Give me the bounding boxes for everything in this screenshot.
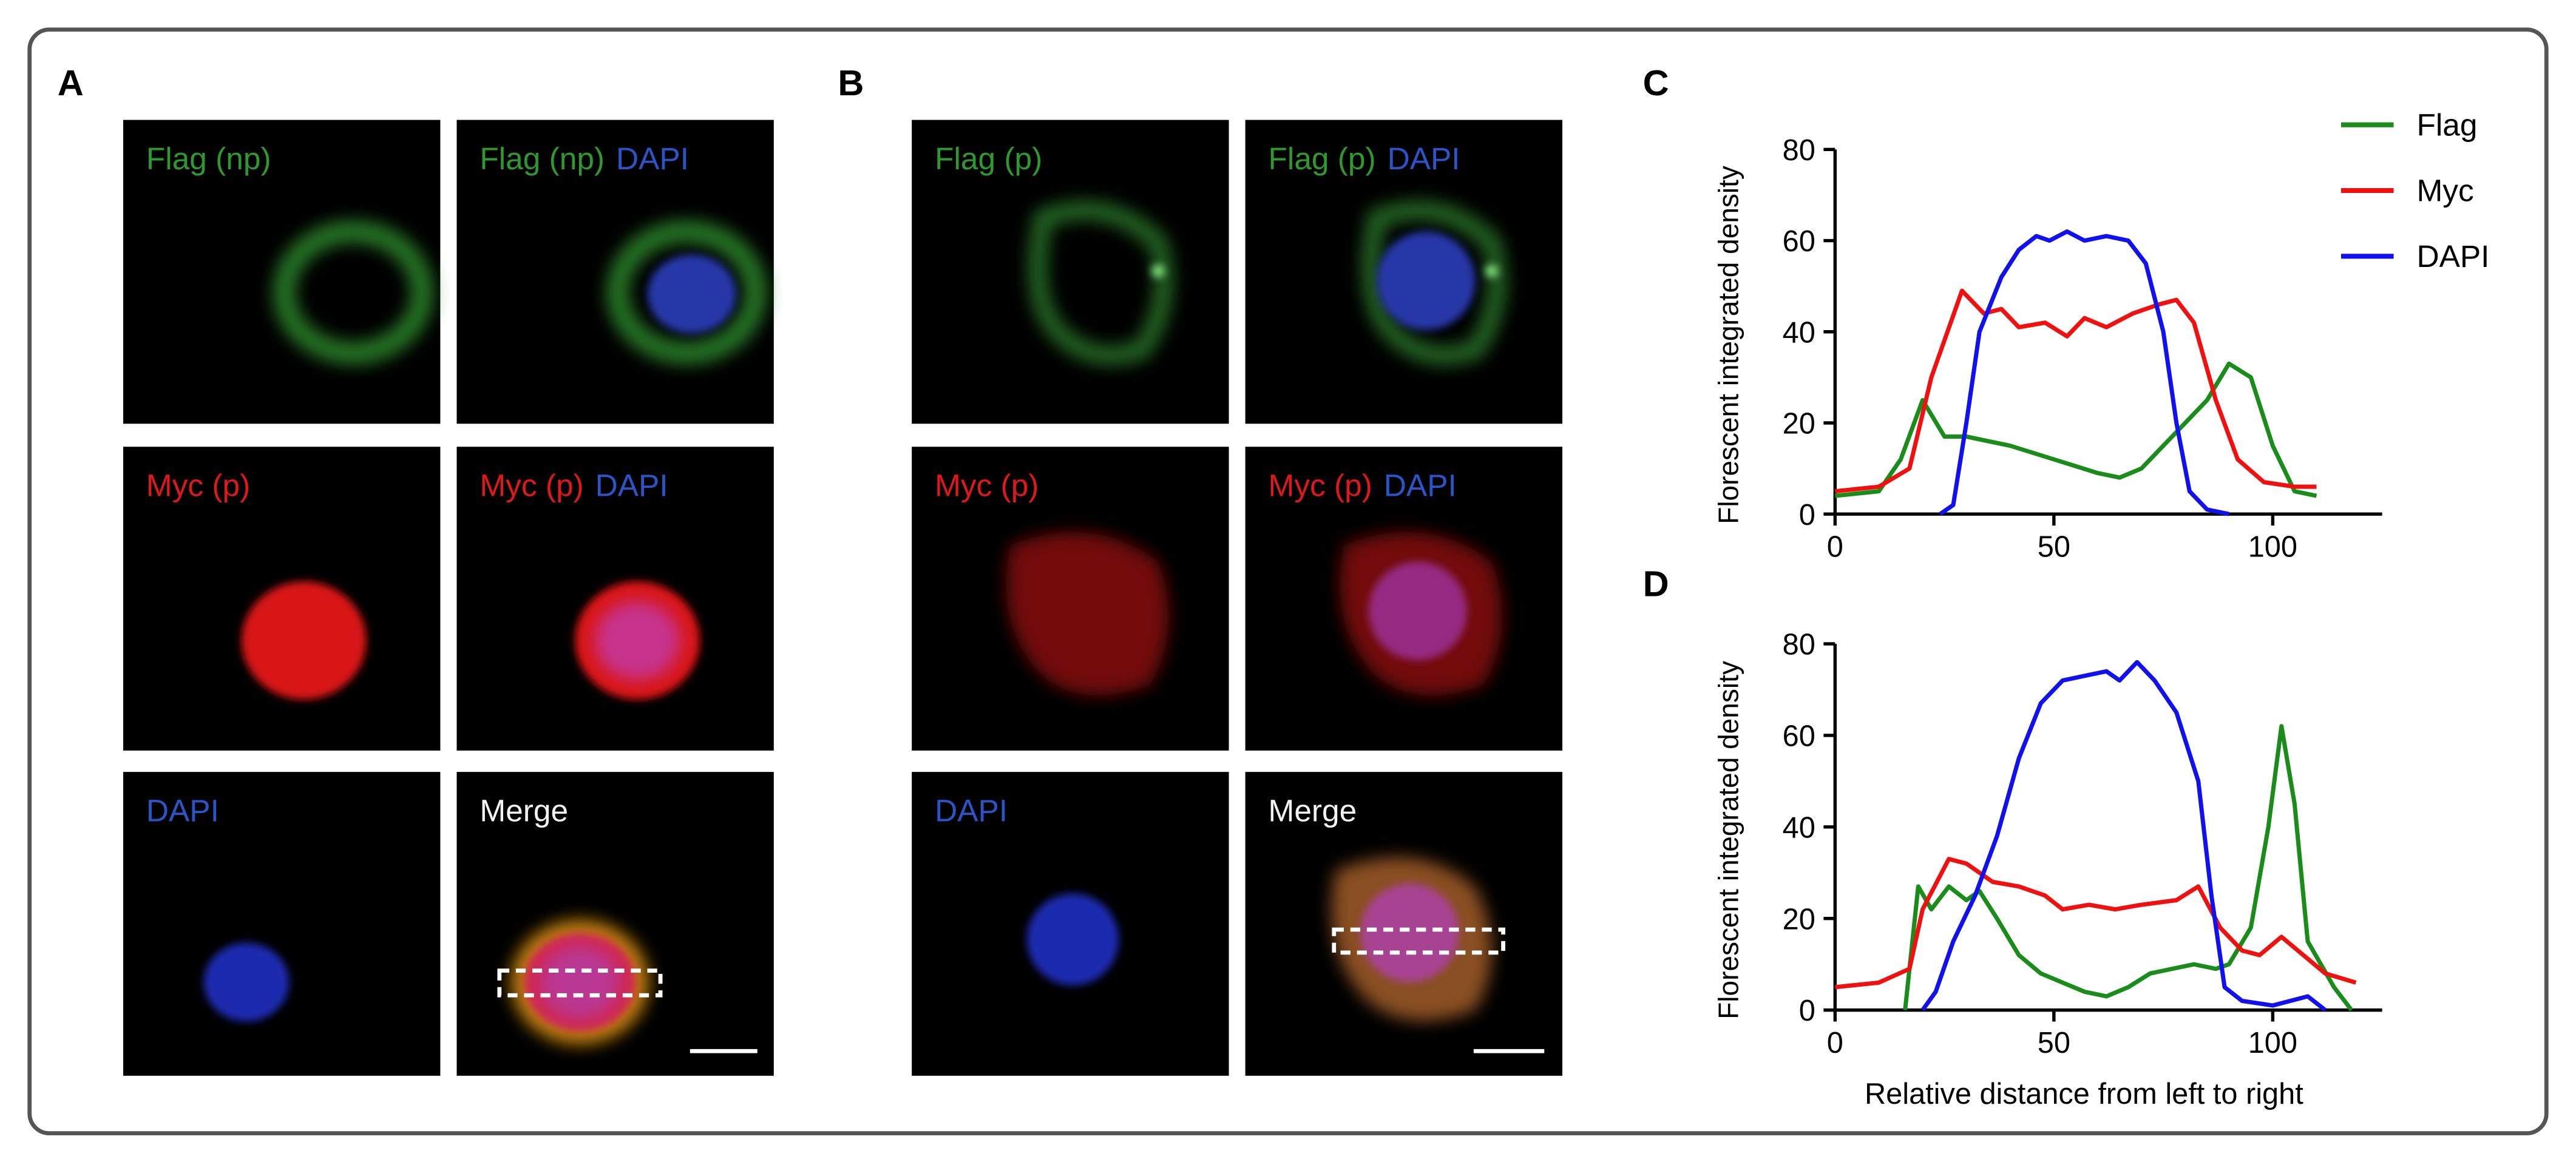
legend-label: DAPI [2416, 238, 2489, 274]
micrograph-label: Flag (np) DAPI [480, 141, 689, 176]
nucleus [1026, 893, 1119, 986]
micrograph: Flag (np) [123, 120, 441, 424]
y-tick-label: 0 [1799, 499, 1815, 532]
micrograph: DAPI [912, 772, 1229, 1076]
micrograph-label: DAPI [146, 792, 219, 828]
nucleus [594, 601, 680, 680]
micrograph: Myc (p) [123, 447, 441, 751]
micrograph-label: DAPI [935, 792, 1008, 828]
micrograph-label: Merge [480, 792, 568, 828]
y-tick-label: 20 [1783, 903, 1815, 936]
x-axis-label: Relative distance from left to right [1865, 1078, 2303, 1110]
micrograph-label: Flag (np) [146, 141, 271, 176]
label-part: Myc (p) [935, 467, 1039, 502]
label-part: Flag (p) [935, 141, 1042, 176]
spot [1485, 264, 1499, 278]
micrograph-label: Merge [1269, 792, 1357, 828]
y-tick-label: 40 [1783, 316, 1815, 349]
data-line [1903, 724, 2353, 1012]
x-tick-label: 0 [1827, 1027, 1843, 1059]
micrograph: Flag (p) [912, 120, 1229, 424]
micrograph-background [123, 772, 441, 1076]
micrograph-label: Flag (p) DAPI [1269, 141, 1460, 176]
y-tick-label: 80 [1783, 134, 1815, 167]
micrograph-label: Flag (p) [935, 141, 1042, 176]
legend-label: Myc [2416, 173, 2473, 208]
y-tick-label: 0 [1799, 995, 1815, 1027]
micrograph-label: Myc (p) [935, 467, 1039, 502]
label-part: Myc (p) [1269, 467, 1372, 502]
label-part: Flag (p) [1269, 141, 1376, 176]
label-part: Merge [480, 792, 568, 828]
data-line [1920, 660, 2327, 1012]
data-line [1834, 288, 2317, 494]
y-tick-label: 60 [1783, 720, 1815, 753]
micrograph-label: Myc (p) DAPI [480, 467, 668, 502]
nucleus [1368, 561, 1468, 661]
micrograph: Myc (p) DAPI [1245, 447, 1563, 751]
label-part: Merge [1269, 792, 1357, 828]
cell [1006, 532, 1169, 696]
panel-label: D [1643, 564, 1669, 604]
y-axis-label: Florescent integrated density [1713, 661, 1744, 1019]
data-line [1939, 229, 2229, 516]
legend-label: Flag [2416, 107, 2477, 142]
nucleus [203, 942, 290, 1022]
x-tick-label: 100 [2248, 531, 2297, 564]
cell [273, 220, 434, 365]
nucleus [540, 946, 620, 1019]
micrograph: Myc (p) DAPI [456, 447, 774, 751]
data-line [1834, 857, 2357, 990]
micrograph: DAPI [123, 772, 441, 1076]
micrograph: Merge [1245, 772, 1563, 1076]
x-tick-label: 100 [2248, 1027, 2297, 1059]
cell [241, 581, 367, 700]
dashed-box [497, 968, 663, 998]
data-line [1834, 361, 2317, 498]
micrograph-label: Myc (p) [146, 467, 250, 502]
micrograph: Merge [456, 772, 774, 1076]
label-part: DAPI [146, 792, 219, 828]
panel-label: C [1643, 62, 1669, 103]
micrograph: Flag (np) DAPI [456, 120, 774, 424]
micrograph: Myc (p) [912, 447, 1229, 751]
y-tick-label: 40 [1783, 811, 1815, 844]
y-tick-label: 60 [1783, 225, 1815, 258]
spot [1151, 264, 1165, 278]
label-part: DAPI [616, 141, 689, 176]
micrograph-label: Myc (p) DAPI [1269, 467, 1457, 502]
nucleus [647, 254, 736, 334]
label-part: Flag (np) [146, 141, 271, 176]
label-part: DAPI [595, 467, 668, 502]
nucleus [1360, 883, 1459, 982]
y-axis-label: Florescent integrated density [1713, 166, 1744, 524]
nucleus [1377, 231, 1476, 331]
micrograph-background [912, 120, 1229, 424]
y-tick-label: 80 [1783, 629, 1815, 661]
x-tick-label: 50 [2038, 531, 2070, 564]
dashed-box [1332, 927, 1505, 955]
x-tick-label: 50 [2038, 1027, 2070, 1059]
y-tick-label: 20 [1783, 408, 1815, 441]
cell [1028, 200, 1174, 365]
cell [606, 220, 767, 365]
panel-label: B [838, 62, 864, 103]
label-part: Myc (p) [146, 467, 250, 502]
x-tick-label: 0 [1827, 531, 1843, 564]
panel-label: A [58, 62, 84, 103]
label-part: Flag (np) [480, 141, 605, 176]
label-part: DAPI [1384, 467, 1457, 502]
label-part: DAPI [935, 792, 1008, 828]
cell [1361, 200, 1507, 365]
label-part: Myc (p) [480, 467, 583, 502]
label-part: DAPI [1388, 141, 1460, 176]
micrograph: Flag (p) DAPI [1245, 120, 1563, 424]
